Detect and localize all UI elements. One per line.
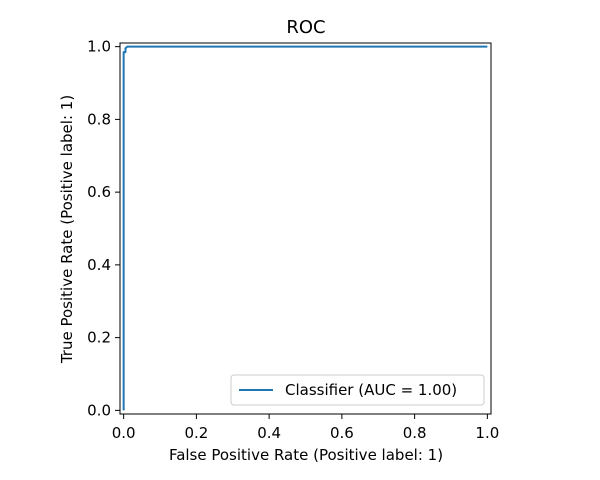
legend-label: Classifier (AUC = 1.00)	[285, 381, 457, 399]
legend-box	[230, 374, 485, 406]
y-axis-label: True Positive Rate (Positive label: 1)	[58, 95, 76, 364]
x-tick-label: 0.0	[112, 424, 136, 442]
y-tick-label: 0.6	[87, 183, 111, 201]
chart-title: ROC	[286, 17, 325, 38]
x-axis-ticks: 0.0 0.2 0.4 0.6 0.8 1.0	[112, 414, 499, 442]
x-tick-label: 1.0	[475, 424, 499, 442]
y-axis-ticks: 0.0 0.2 0.4 0.6 0.8 1.0	[87, 38, 120, 419]
y-tick-label: 1.0	[87, 38, 111, 56]
x-tick-label: 0.8	[403, 424, 427, 442]
plot-frame	[119, 42, 492, 415]
legend: Classifier (AUC = 1.00)	[230, 374, 485, 406]
y-tick-label: 0.2	[87, 329, 111, 347]
x-tick-label: 0.4	[257, 424, 281, 442]
x-tick-label: 0.2	[184, 424, 208, 442]
roc-curve-line	[122, 45, 488, 411]
x-axis-label: False Positive Rate (Positive label: 1)	[169, 446, 443, 464]
y-tick-label: 0.8	[87, 110, 111, 128]
y-tick-label: 0.0	[87, 401, 111, 419]
series-group	[122, 45, 488, 411]
axes	[119, 42, 492, 415]
y-tick-label: 0.4	[87, 256, 111, 274]
x-tick-label: 0.6	[330, 424, 354, 442]
